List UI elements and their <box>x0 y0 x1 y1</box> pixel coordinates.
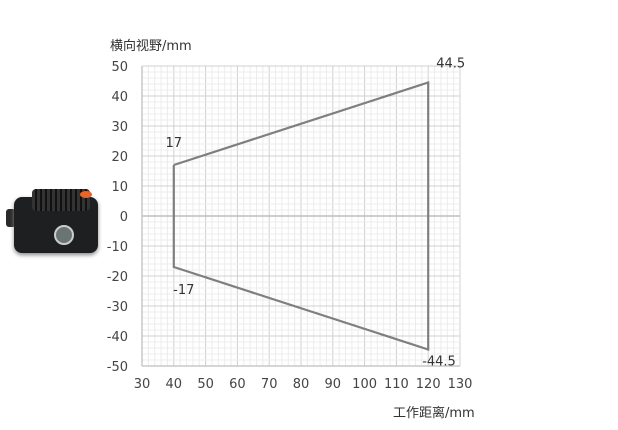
y-axis-label: 横向视野/mm <box>110 38 192 54</box>
y-tick-label: 40 <box>111 90 128 105</box>
y-tick-label: 0 <box>120 210 128 225</box>
data-label: 44.5 <box>436 57 465 72</box>
x-tick-label: 30 <box>134 377 151 392</box>
x-tick-label: 80 <box>293 377 310 392</box>
y-tick-label: 50 <box>111 60 128 75</box>
x-tick-label: 70 <box>261 377 278 392</box>
x-tick-label: 40 <box>166 377 183 392</box>
x-tick-label: 110 <box>384 377 409 392</box>
fov-outline <box>172 80 430 352</box>
y-tick-label: 10 <box>111 180 128 195</box>
y-tick-label: -20 <box>107 270 128 285</box>
data-label: -17 <box>173 283 194 298</box>
camera-image <box>6 185 102 257</box>
x-tick-label: 120 <box>416 377 441 392</box>
x-tick-label: 100 <box>352 377 377 392</box>
y-tick-label: 20 <box>111 150 128 165</box>
y-tick-label: -30 <box>107 300 128 315</box>
data-label: -44.5 <box>422 355 456 370</box>
data-label: 17 <box>166 136 183 151</box>
x-tick-label: 90 <box>325 377 342 392</box>
x-tick-label: 60 <box>229 377 246 392</box>
y-tick-label: -50 <box>107 360 128 375</box>
x-axis-label: 工作距离/mm <box>393 405 475 421</box>
x-tick-label: 130 <box>448 377 473 392</box>
y-tick-label: -40 <box>107 330 128 345</box>
y-tick-label: -10 <box>107 240 128 255</box>
x-tick-label: 50 <box>197 377 214 392</box>
y-tick-label: 30 <box>111 120 128 135</box>
